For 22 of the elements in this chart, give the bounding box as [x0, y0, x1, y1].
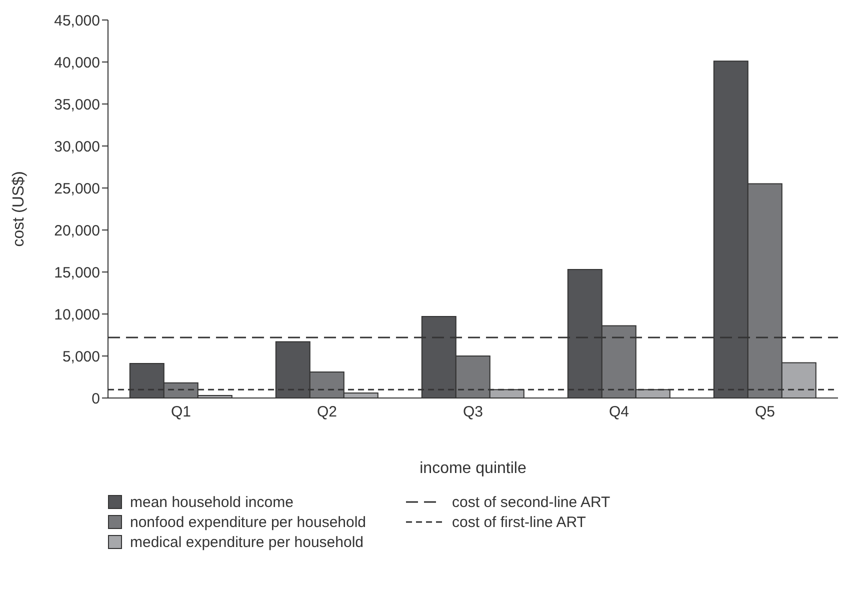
- y-tick-label: 20,000: [54, 222, 100, 240]
- y-tick-label: 40,000: [54, 54, 100, 72]
- legend-label: cost of second-line ART: [451, 492, 610, 512]
- legend-label: medical expenditure per household: [129, 532, 364, 552]
- y-axis-title: cost (US$): [10, 171, 28, 247]
- y-tick-label: 5,000: [62, 348, 100, 366]
- x-tick-label: Q3: [462, 404, 484, 421]
- y-tick-label: 25,000: [54, 180, 100, 198]
- x-tick-label: Q5: [754, 404, 776, 421]
- y-tick-label: 35,000: [54, 96, 100, 114]
- legend-label: cost of first-line ART: [451, 512, 587, 532]
- legend-label: nonfood expenditure per household: [129, 512, 366, 532]
- y-tick-label: 0: [92, 390, 100, 408]
- x-tick-label: Q2: [316, 404, 338, 421]
- y-tick-label: 30,000: [54, 138, 100, 156]
- legend-label: mean household income: [129, 492, 294, 512]
- x-tick-label: Q4: [608, 404, 630, 421]
- y-tick-label: 15,000: [54, 264, 100, 282]
- x-tick-label: Q1: [170, 404, 192, 421]
- y-tick-label: 45,000: [54, 12, 100, 30]
- y-tick-label: 10,000: [54, 306, 100, 324]
- x-axis-title: income quintile: [420, 460, 526, 477]
